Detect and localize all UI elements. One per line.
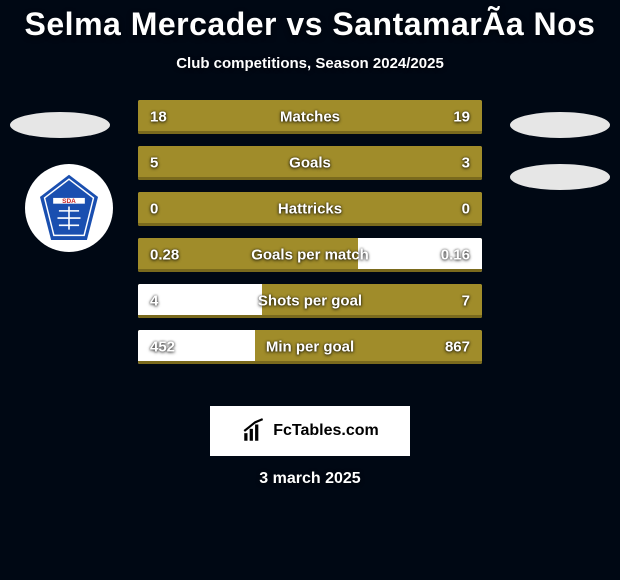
stat-label: Min per goal (266, 339, 354, 356)
page-subtitle: Club competitions, Season 2024/2025 (0, 55, 620, 72)
club-badge-right-placeholder (510, 164, 610, 190)
chart-icon (241, 418, 267, 444)
page-title: Selma Mercader vs SantamarÃ­a Nos (0, 0, 620, 43)
brand-text: FcTables.com (273, 422, 379, 440)
svg-text:SDA: SDA (62, 198, 76, 205)
stat-value-right: 3 (462, 155, 470, 172)
stat-row: Goals 5 3 (138, 146, 482, 180)
stat-value-right: 867 (445, 339, 470, 356)
stat-label: Goals per match (251, 247, 369, 264)
stat-row: Hattricks 0 0 (138, 192, 482, 226)
club-badge-left: SDA (25, 164, 113, 252)
stat-value-left: 452 (150, 339, 175, 356)
stat-row: Goals per match 0.28 0.16 (138, 238, 482, 272)
stat-bars: Matches 18 19 Goals 5 3 Hattricks 0 0 Goals per m… (138, 100, 482, 376)
shield-icon: SDA (33, 172, 105, 244)
player-photo-right-placeholder (510, 112, 610, 138)
stat-value-right: 0.16 (441, 247, 470, 264)
stat-row: Shots per goal 4 7 (138, 284, 482, 318)
date-text: 3 march 2025 (0, 470, 620, 488)
stat-value-right: 7 (462, 293, 470, 310)
stat-label: Goals (289, 155, 331, 172)
brand-box: FcTables.com (210, 406, 410, 456)
comparison-panel: SDA Matches 18 19 Goals 5 3 Hattricks 0 0 Goals p… (0, 100, 620, 390)
stat-value-right: 0 (462, 201, 470, 218)
stat-value-left: 4 (150, 293, 158, 310)
stat-value-left: 0.28 (150, 247, 179, 264)
stat-value-right: 19 (453, 109, 470, 126)
player-photo-left-placeholder (10, 112, 110, 138)
stat-row: Matches 18 19 (138, 100, 482, 134)
stat-label: Matches (280, 109, 340, 126)
stat-value-left: 0 (150, 201, 158, 218)
stat-value-left: 5 (150, 155, 158, 172)
stat-label: Hattricks (278, 201, 342, 218)
stat-row: Min per goal 452 867 (138, 330, 482, 364)
stat-label: Shots per goal (258, 293, 362, 310)
stat-value-left: 18 (150, 109, 167, 126)
